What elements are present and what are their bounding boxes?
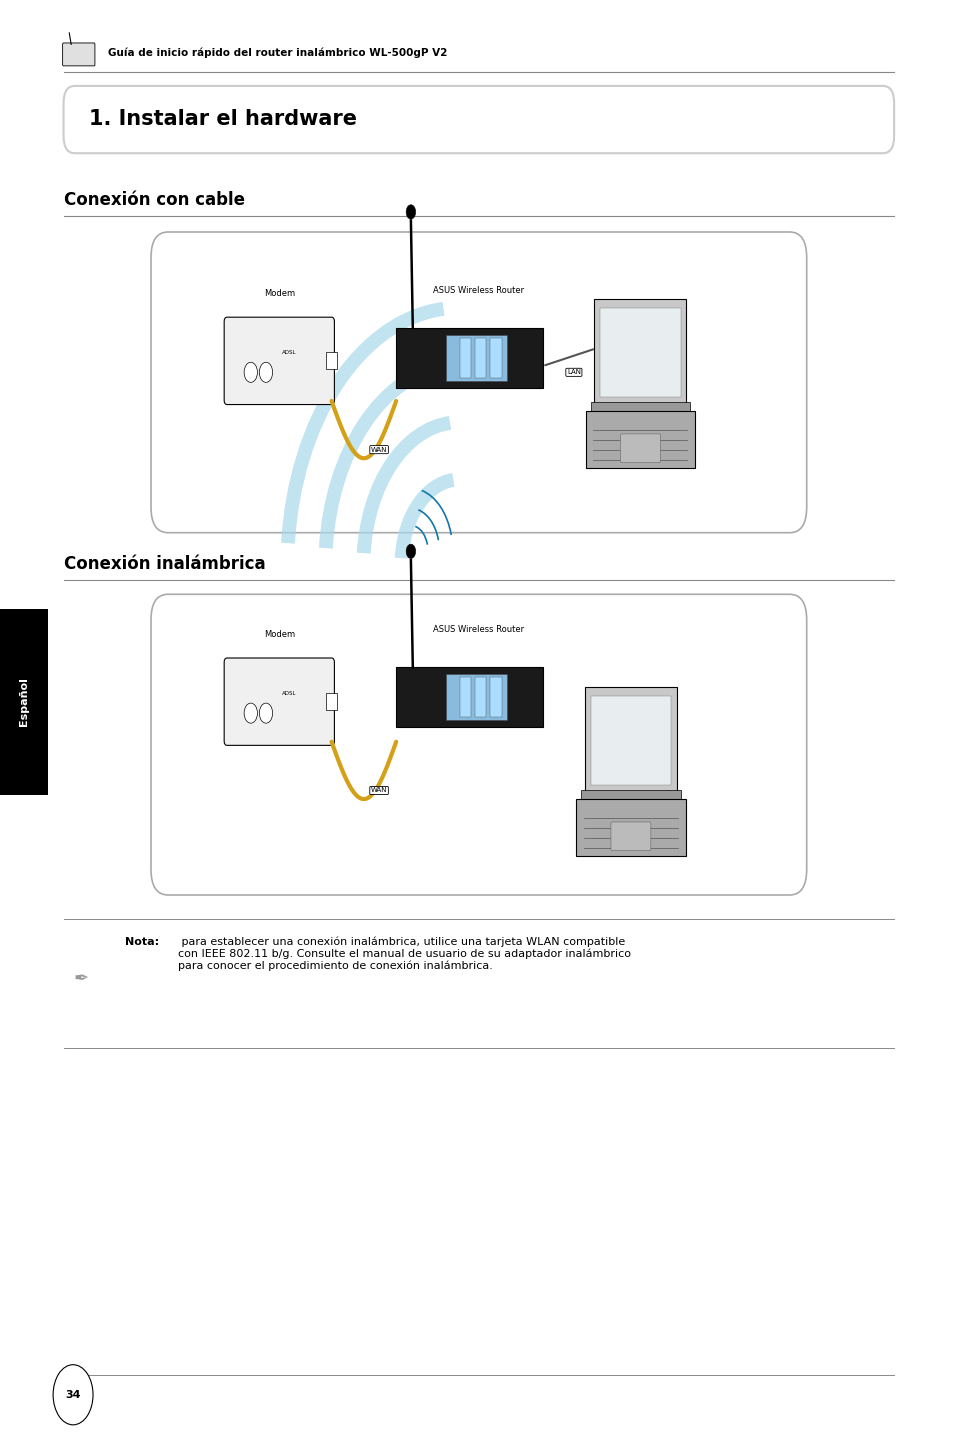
FancyBboxPatch shape bbox=[445, 335, 507, 381]
FancyBboxPatch shape bbox=[445, 674, 507, 720]
Text: ASUS Wireless Router: ASUS Wireless Router bbox=[433, 626, 524, 634]
Text: para establecer una conexión inalámbrica, utilice una tarjeta WLAN compatible
co: para establecer una conexión inalámbrica… bbox=[177, 937, 630, 971]
FancyBboxPatch shape bbox=[0, 609, 49, 795]
FancyBboxPatch shape bbox=[151, 232, 806, 533]
Text: LAN: LAN bbox=[566, 369, 580, 375]
Text: WAN: WAN bbox=[371, 447, 387, 453]
FancyBboxPatch shape bbox=[490, 338, 501, 378]
FancyBboxPatch shape bbox=[580, 790, 680, 802]
FancyBboxPatch shape bbox=[599, 308, 680, 397]
FancyBboxPatch shape bbox=[590, 696, 671, 785]
FancyBboxPatch shape bbox=[395, 667, 542, 727]
FancyBboxPatch shape bbox=[576, 799, 685, 856]
Text: Español: Español bbox=[19, 677, 29, 726]
Circle shape bbox=[244, 362, 257, 382]
FancyBboxPatch shape bbox=[475, 338, 486, 378]
Text: ADSL: ADSL bbox=[281, 690, 295, 696]
FancyBboxPatch shape bbox=[151, 594, 806, 895]
Text: 1. Instalar el hardware: 1. Instalar el hardware bbox=[90, 109, 356, 129]
FancyBboxPatch shape bbox=[594, 299, 686, 405]
Text: ADSL: ADSL bbox=[281, 349, 295, 355]
Text: Guía de inicio rápido del router inalámbrico WL-500gP V2: Guía de inicio rápido del router inalámb… bbox=[108, 47, 447, 59]
FancyBboxPatch shape bbox=[459, 338, 471, 378]
Text: Modem: Modem bbox=[263, 289, 294, 298]
Text: ✒: ✒ bbox=[74, 971, 89, 988]
Circle shape bbox=[406, 544, 416, 558]
FancyBboxPatch shape bbox=[459, 677, 471, 717]
Text: WAN: WAN bbox=[371, 788, 387, 793]
FancyBboxPatch shape bbox=[619, 434, 659, 463]
Circle shape bbox=[406, 205, 416, 219]
FancyBboxPatch shape bbox=[490, 677, 501, 717]
Circle shape bbox=[259, 703, 273, 723]
FancyBboxPatch shape bbox=[224, 659, 335, 746]
FancyBboxPatch shape bbox=[224, 318, 335, 405]
Circle shape bbox=[53, 1365, 93, 1425]
Text: Modem: Modem bbox=[263, 630, 294, 639]
Text: Conexión inalámbrica: Conexión inalámbrica bbox=[64, 556, 265, 573]
Text: 34: 34 bbox=[65, 1390, 81, 1399]
FancyBboxPatch shape bbox=[590, 402, 690, 414]
Circle shape bbox=[259, 362, 273, 382]
Text: ASUS Wireless Router: ASUS Wireless Router bbox=[433, 286, 524, 295]
FancyBboxPatch shape bbox=[63, 43, 95, 66]
FancyBboxPatch shape bbox=[585, 411, 695, 468]
FancyBboxPatch shape bbox=[326, 693, 337, 710]
FancyBboxPatch shape bbox=[64, 86, 893, 153]
FancyBboxPatch shape bbox=[326, 352, 337, 369]
FancyBboxPatch shape bbox=[610, 822, 650, 851]
Text: Nota:: Nota: bbox=[125, 937, 159, 947]
Text: Conexión con cable: Conexión con cable bbox=[64, 192, 244, 209]
FancyBboxPatch shape bbox=[584, 687, 677, 793]
FancyBboxPatch shape bbox=[395, 328, 542, 388]
Circle shape bbox=[244, 703, 257, 723]
FancyBboxPatch shape bbox=[475, 677, 486, 717]
